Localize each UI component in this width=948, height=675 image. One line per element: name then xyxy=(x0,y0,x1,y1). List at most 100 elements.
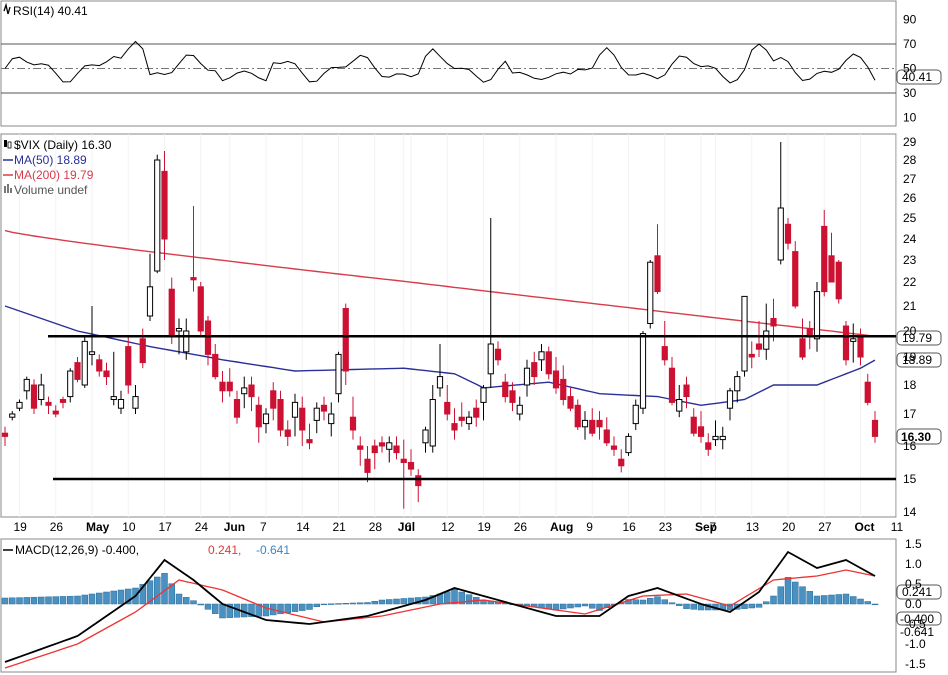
candle-body xyxy=(175,328,183,332)
macd-hist-bar xyxy=(386,599,393,605)
rsi-panel xyxy=(0,0,897,127)
macd-hist-tag-text: -0.641 xyxy=(900,625,934,639)
candle-body xyxy=(96,359,103,372)
ma200-legend: MA(200) 19.79 xyxy=(14,168,94,182)
candle-body xyxy=(596,419,603,428)
candle xyxy=(161,151,168,260)
candle xyxy=(451,408,458,440)
candle xyxy=(38,373,45,406)
price-tick-label: 27 xyxy=(903,172,917,186)
candle xyxy=(842,321,850,366)
candle xyxy=(683,376,690,409)
macd-hist-bar xyxy=(262,603,270,617)
candle-body xyxy=(647,261,654,325)
macd-hist-bar xyxy=(197,603,204,606)
macd-hist-bar xyxy=(16,597,23,605)
candle xyxy=(74,357,81,383)
candle-body xyxy=(560,378,567,400)
macd-hist-bar xyxy=(175,593,183,605)
rsi-tick-label: 70 xyxy=(903,37,917,51)
macd-hist-bar xyxy=(9,597,16,605)
candle xyxy=(393,436,400,460)
price-tick-label: 21 xyxy=(903,299,917,313)
candle xyxy=(509,382,516,412)
macd-hist-bar xyxy=(320,603,328,606)
candle xyxy=(770,298,777,342)
candle-body xyxy=(777,207,784,261)
candle-body xyxy=(262,413,270,425)
last-price-tag-text: 16.30 xyxy=(901,430,931,444)
macd-hist-bar xyxy=(248,603,255,617)
candle xyxy=(705,433,712,456)
macd-hist-bar xyxy=(190,600,197,605)
macd-hist-bar xyxy=(226,603,233,618)
candle xyxy=(487,218,494,388)
candle-body xyxy=(270,390,277,409)
candle-body xyxy=(668,367,676,403)
macd-hist-bar xyxy=(81,594,88,605)
candle xyxy=(465,411,473,430)
ma200-value-tag: 19.79 xyxy=(896,330,942,346)
candle xyxy=(30,379,38,414)
candle xyxy=(545,346,552,380)
ma200-value-tag-text: 19.79 xyxy=(902,331,932,345)
macd-hist-bar xyxy=(676,603,683,606)
x-tick-label: 13 xyxy=(746,520,760,534)
candle-body xyxy=(183,330,190,353)
x-tick-label: 7 xyxy=(260,520,267,534)
macd-hist-bar xyxy=(828,594,835,605)
candle xyxy=(255,396,262,443)
candle xyxy=(567,387,574,412)
candle-body xyxy=(661,346,668,361)
candle xyxy=(262,408,270,434)
macd-hist-bar xyxy=(755,603,763,608)
macd-hist-label: -0.641 xyxy=(256,543,290,557)
macd-hist-bar xyxy=(212,603,219,614)
candle xyxy=(52,405,59,418)
candle-body xyxy=(357,445,364,450)
candle-body xyxy=(306,439,313,444)
x-tick-label: 16 xyxy=(623,520,637,534)
candle xyxy=(233,390,241,424)
candle xyxy=(335,351,342,403)
candle xyxy=(523,359,531,397)
candle-body xyxy=(451,423,458,431)
rsi-tick-label: 50 xyxy=(903,62,917,76)
x-tick-label: 10 xyxy=(122,520,136,534)
candle-body xyxy=(103,370,110,378)
macd-hist-bar xyxy=(154,576,161,605)
price-tick-label: 23 xyxy=(903,253,917,267)
macd-hist-bar xyxy=(647,598,654,605)
candle xyxy=(190,206,197,292)
candle-body xyxy=(864,381,871,403)
macd-hist-bar xyxy=(639,599,647,605)
candle-body xyxy=(654,255,661,293)
macd-tick-label: 1.0 xyxy=(905,557,922,571)
macd-hist-bar xyxy=(110,590,117,605)
candle xyxy=(552,357,560,394)
macd-hist-bar xyxy=(857,598,864,605)
macd-hist-bar xyxy=(393,598,400,605)
candle-body xyxy=(574,404,581,428)
x-tick-label: 26 xyxy=(50,520,64,534)
candle-body xyxy=(639,333,647,409)
x-tick-label: Aug xyxy=(550,520,573,534)
candle-body xyxy=(705,442,712,450)
candle xyxy=(197,282,204,337)
candle-body xyxy=(422,429,429,444)
price-tick-label: 20 xyxy=(903,324,917,338)
macd-signal-tag-text: 0.241 xyxy=(902,585,932,599)
candle-body xyxy=(531,362,538,378)
x-tick-label: 7 xyxy=(710,520,717,534)
candle-body xyxy=(697,426,705,437)
candle-body xyxy=(284,429,291,437)
macd-hist-bar xyxy=(125,588,132,605)
macd-value-tag: -0.400 xyxy=(896,611,942,626)
macd-hist-bar xyxy=(88,593,96,605)
candle xyxy=(538,344,545,371)
macd-hist-bar xyxy=(284,603,291,613)
candle xyxy=(625,433,632,456)
macd-hist-bar xyxy=(784,577,792,605)
rsi-label: RSI(14) 40.41 xyxy=(13,4,88,18)
candle-body xyxy=(465,416,473,425)
